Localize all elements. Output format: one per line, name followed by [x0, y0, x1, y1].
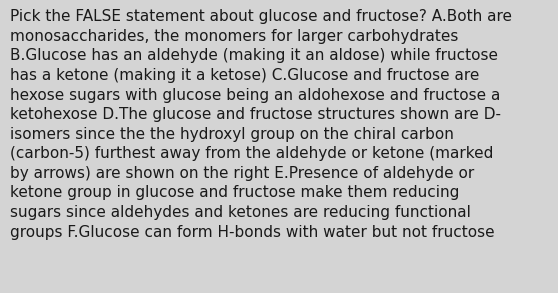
Text: Pick the FALSE statement about glucose and fructose? A.Both are
monosaccharides,: Pick the FALSE statement about glucose a… [10, 9, 512, 240]
